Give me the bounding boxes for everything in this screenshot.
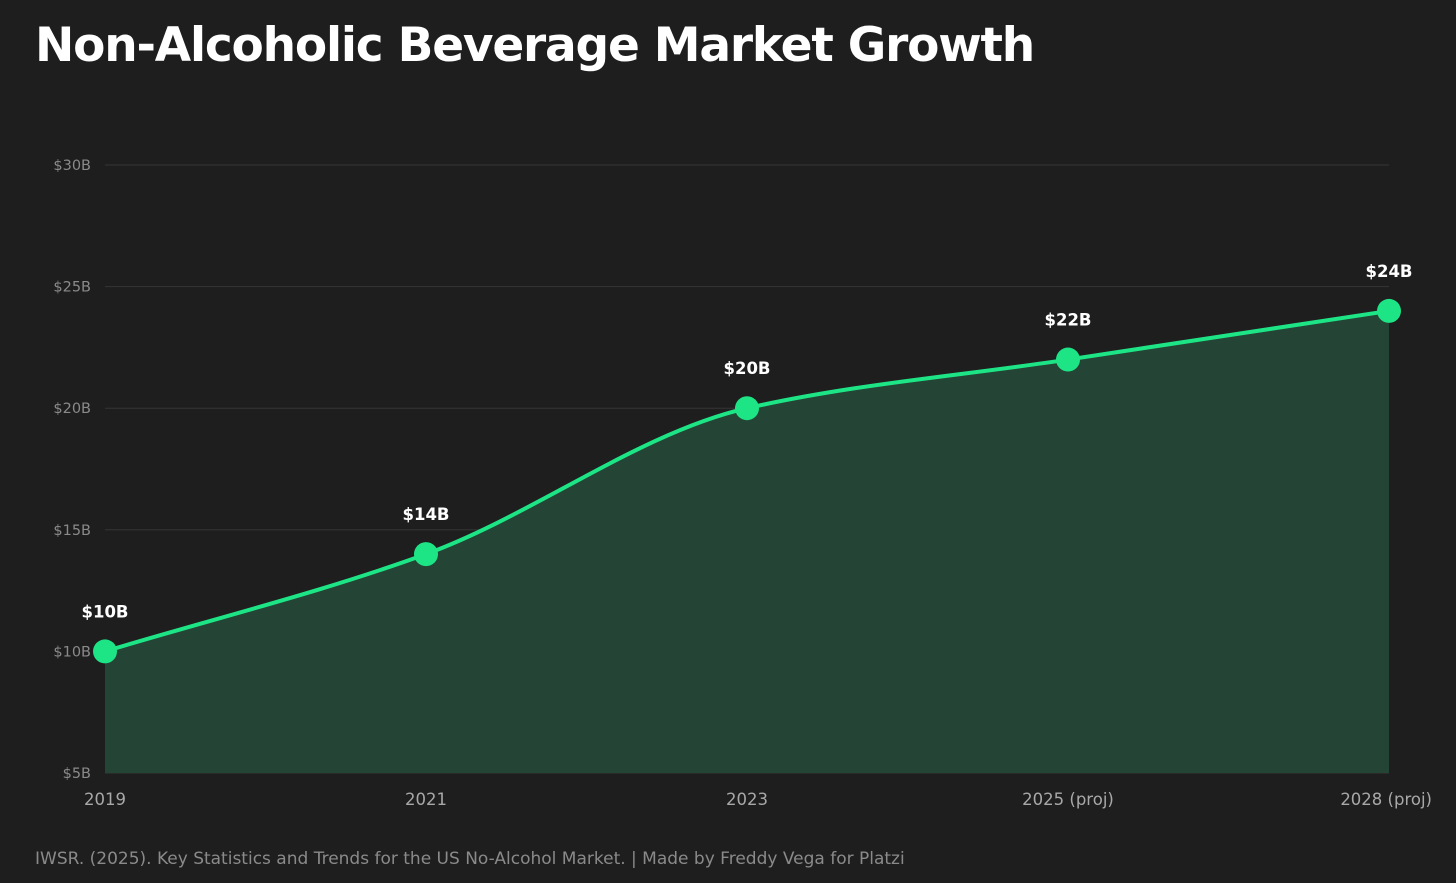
x-tick-label: 2019: [84, 790, 126, 809]
x-tick-label: 2025 (proj): [1022, 790, 1114, 809]
y-tick-label: $20B: [53, 401, 91, 417]
source-note: IWSR. (2025). Key Statistics and Trends …: [35, 849, 905, 869]
data-label: $14B: [402, 505, 449, 524]
y-tick-label: $15B: [53, 523, 91, 539]
x-tick-label: 2021: [405, 790, 447, 809]
chart-title: Non-Alcoholic Beverage Market Growth: [35, 18, 1035, 73]
data-label: $10B: [81, 602, 128, 621]
data-points: [93, 298, 1401, 664]
data-point: [735, 396, 759, 421]
data-point: [93, 639, 117, 664]
data-point: [1056, 347, 1080, 372]
data-label: $20B: [723, 359, 770, 378]
y-tick-label: $30B: [53, 158, 91, 174]
y-axis-ticks: $5B $10B $15B $20B $25B $30B: [53, 158, 91, 782]
area-fill-layer: [105, 310, 1389, 773]
y-tick-label: $10B: [53, 644, 91, 660]
data-labels: $10B $14B $20B $22B $24B: [81, 262, 1412, 621]
y-tick-label: $5B: [63, 766, 91, 782]
data-label: $22B: [1044, 311, 1091, 330]
x-axis-ticks: 2019 2021 2023 2025 (proj) 2028 (proj): [84, 790, 1432, 809]
x-tick-label: 2023: [726, 790, 768, 809]
y-tick-label: $25B: [53, 280, 91, 296]
data-point: [1377, 298, 1401, 323]
data-point: [414, 542, 438, 567]
area-fill: [105, 310, 1389, 773]
data-label: $24B: [1365, 262, 1412, 281]
x-tick-label: 2028 (proj): [1340, 790, 1432, 809]
